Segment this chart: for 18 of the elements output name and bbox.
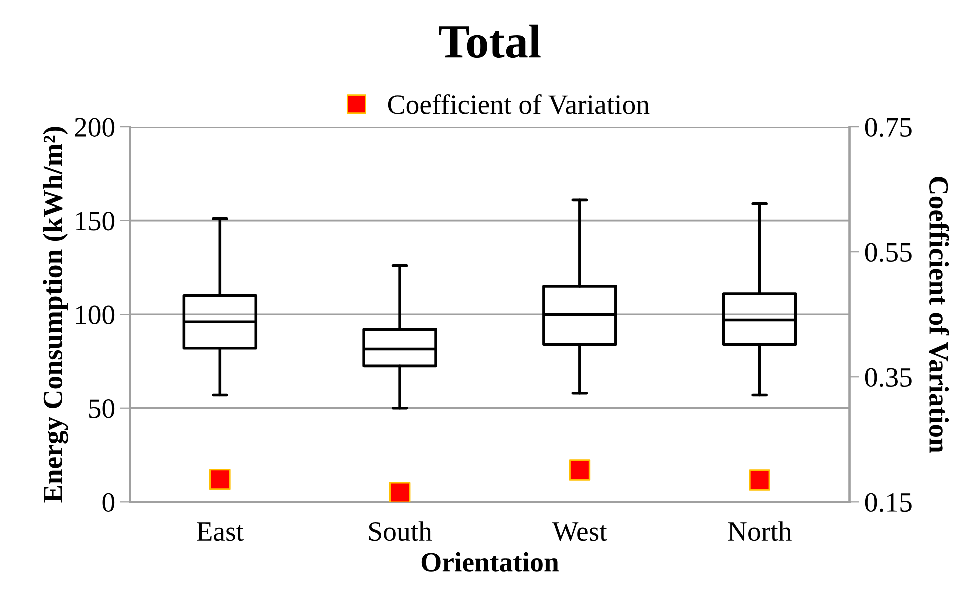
x-tick-label: North — [728, 522, 792, 542]
x-tick-label: East — [197, 522, 244, 542]
y2-tick-label: 0.15 — [865, 493, 912, 512]
y-tick-label: 50 — [89, 400, 115, 418]
y-tick-label: 100 — [76, 306, 115, 325]
chart-title: Total — [439, 24, 541, 58]
y-tick-label: 150 — [76, 212, 115, 231]
y2-axis-title: Coefficient of Variation — [929, 177, 950, 454]
y2-tick-label: 0.75 — [865, 118, 912, 138]
x-tick-label: West — [552, 522, 608, 542]
y2-tick-label: 0.35 — [865, 368, 912, 388]
legend-label: Coefficient of Variation — [388, 94, 650, 114]
y2-tick-label: 0.55 — [865, 243, 912, 262]
x-axis-title: Orientation — [422, 552, 560, 572]
y-axis-title: Energy Consumption (kWh/m²) — [42, 127, 68, 503]
x-tick-label: South — [369, 522, 432, 542]
y-tick-label: 200 — [75, 118, 115, 137]
y-tick-label: 0 — [102, 493, 115, 512]
